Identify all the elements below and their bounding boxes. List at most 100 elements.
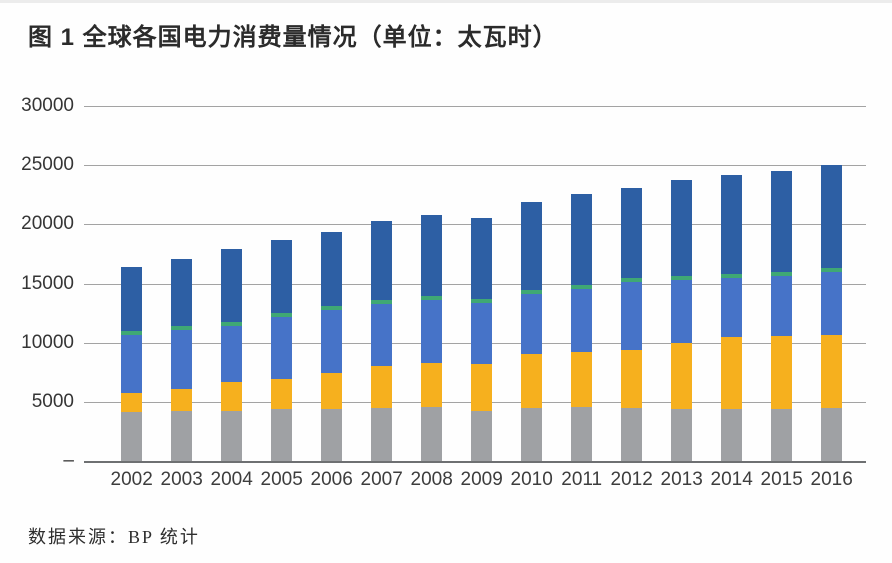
segment-green-2011 (571, 285, 593, 290)
segment-yellow-2012 (621, 350, 643, 409)
segment-gray-bottom-2003 (171, 411, 193, 461)
bar-2003 (171, 258, 193, 461)
segment-darkblue-top-2014 (721, 175, 743, 275)
bar-2007 (371, 221, 393, 461)
segment-green-2007 (371, 299, 393, 304)
segment-green-2014 (721, 274, 743, 279)
segment-blue-2009 (471, 302, 493, 365)
segment-darkblue-top-2013 (671, 180, 693, 277)
y-axis-tick-label-10000: 10000 (21, 331, 74, 353)
x-axis-label-2013: 2013 (660, 469, 703, 490)
gridline-25000 (84, 165, 866, 167)
y-axis-tick-label-5000: 5000 (31, 390, 74, 412)
x-axis-label-2010: 2010 (510, 469, 553, 490)
segment-green-2008 (421, 295, 443, 300)
y-axis-tick-label-30000: 30000 (21, 95, 74, 116)
segment-blue-2004 (221, 325, 243, 382)
gridline-30000 (84, 106, 866, 107)
x-axis-label-2003: 2003 (160, 469, 203, 490)
segment-yellow-2015 (771, 336, 793, 409)
segment-darkblue-top-2003 (171, 258, 193, 327)
segment-darkblue-top-2007 (371, 221, 393, 300)
bar-2008 (421, 214, 443, 461)
x-axis-label-2012: 2012 (610, 469, 653, 490)
segment-blue-2010 (521, 294, 543, 355)
segment-gray-bottom-2016 (821, 407, 843, 461)
segment-blue-2002 (121, 335, 143, 393)
x-axis-label-2002: 2002 (110, 469, 153, 490)
bar-2012 (621, 187, 643, 461)
segment-blue-2012 (621, 281, 643, 351)
segment-darkblue-top-2015 (771, 171, 793, 273)
bar-2014 (721, 175, 743, 461)
segment-blue-2016 (821, 271, 843, 336)
segment-blue-2013 (671, 280, 693, 343)
segment-yellow-2005 (271, 379, 293, 409)
segment-yellow-2008 (421, 363, 443, 408)
bar-2009 (471, 218, 493, 461)
segment-darkblue-top-2006 (321, 231, 343, 307)
x-axis-label-2004: 2004 (210, 469, 253, 490)
x-axis-label-2014: 2014 (710, 469, 753, 490)
segment-darkblue-top-2010 (521, 202, 543, 291)
segment-green-2012 (621, 277, 643, 282)
bar-2013 (671, 180, 693, 461)
bar-2010 (521, 202, 543, 461)
segment-yellow-2011 (571, 352, 593, 408)
segment-green-2002 (121, 330, 143, 335)
segment-gray-bottom-2009 (471, 411, 493, 461)
segment-darkblue-top-2016 (821, 164, 843, 268)
segment-gray-bottom-2007 (371, 407, 393, 461)
segment-green-2005 (271, 313, 293, 318)
segment-green-2013 (671, 276, 693, 281)
segment-yellow-2009 (471, 364, 493, 412)
segment-blue-2015 (771, 276, 793, 337)
segment-darkblue-top-2004 (221, 249, 243, 322)
segment-yellow-2010 (521, 354, 543, 408)
bar-2004 (221, 249, 243, 461)
bar-2011 (571, 194, 593, 461)
segment-gray-bottom-2005 (271, 408, 293, 461)
x-axis-label-2011: 2011 (561, 469, 603, 490)
x-axis-label-2006: 2006 (310, 469, 353, 490)
bar-2015 (771, 171, 793, 461)
chart: – 5000 10000 15000 20000 25000 30000 2002 2003 20… (0, 3, 892, 563)
x-axis-label-2009: 2009 (460, 469, 503, 490)
segment-darkblue-top-2005 (271, 239, 293, 314)
plot-area (84, 106, 866, 463)
segment-gray-bottom-2006 (321, 408, 343, 461)
segment-green-2009 (471, 298, 493, 303)
y-axis-tick-label-15000: 15000 (21, 272, 74, 294)
bar-2006 (321, 231, 343, 461)
segment-yellow-2003 (171, 388, 193, 412)
x-axis-label-2007: 2007 (360, 469, 403, 490)
segment-gray-bottom-2014 (721, 408, 743, 461)
segment-darkblue-top-2008 (421, 214, 443, 296)
segment-blue-2006 (321, 310, 343, 373)
segment-green-2004 (221, 321, 243, 326)
segment-darkblue-top-2011 (571, 194, 593, 286)
segment-yellow-2016 (821, 335, 843, 408)
segment-yellow-2002 (121, 392, 143, 412)
segment-blue-2005 (271, 317, 293, 380)
segment-green-2010 (521, 290, 543, 295)
segment-darkblue-top-2012 (621, 187, 643, 278)
segment-green-2016 (821, 267, 843, 272)
segment-green-2003 (171, 326, 193, 331)
segment-gray-bottom-2011 (571, 407, 593, 461)
segment-gray-bottom-2002 (121, 411, 143, 461)
y-axis-tick-label-25000: 25000 (21, 154, 74, 176)
y-axis-tick-label-0: – (63, 450, 74, 471)
segment-gray-bottom-2004 (221, 411, 243, 461)
segment-darkblue-top-2002 (121, 266, 143, 331)
y-axis-tick-label-20000: 20000 (21, 213, 74, 235)
segment-blue-2007 (371, 303, 393, 366)
segment-yellow-2004 (221, 381, 243, 412)
bar-2002 (121, 266, 143, 461)
bar-2005 (271, 239, 293, 461)
data-source-note: 数据来源：BP 统计 (28, 527, 200, 547)
segment-gray-bottom-2008 (421, 407, 443, 461)
segment-yellow-2006 (321, 372, 343, 409)
segment-blue-2003 (171, 330, 193, 389)
